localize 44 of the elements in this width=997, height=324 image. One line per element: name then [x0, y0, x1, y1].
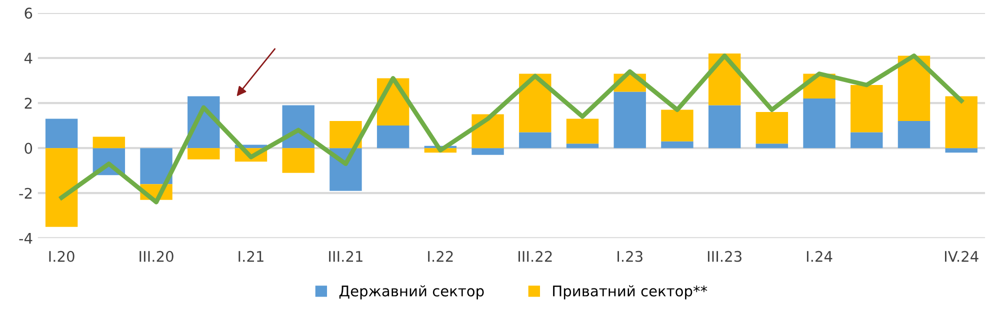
x-tick-label: III.23 [708, 250, 742, 262]
y-tick-label: 4 [24, 52, 32, 64]
bar [45, 148, 78, 227]
bar [92, 136, 126, 148]
y-tick-label: 0 [24, 142, 32, 154]
bar [566, 118, 599, 144]
x-tick-label: I.21 [238, 250, 264, 262]
x-tick-label: I.24 [806, 250, 832, 262]
bar [45, 118, 78, 148]
bar [661, 110, 694, 142]
y-tick-label: 2 [24, 98, 32, 109]
bar [661, 141, 694, 148]
bar [282, 148, 314, 173]
bar [472, 148, 504, 155]
x-tick-label: I.22 [428, 250, 453, 262]
legend-label: Державний сектор [339, 285, 484, 300]
bar [708, 105, 741, 148]
x-tick-label: III.22 [518, 250, 552, 262]
bar [519, 132, 552, 148]
bar [188, 148, 220, 160]
x-tick-label: I.23 [618, 250, 642, 262]
bar [898, 56, 930, 122]
bar [850, 85, 883, 132]
x-tick-label: III.20 [140, 250, 174, 262]
bar [756, 112, 788, 144]
bar [803, 98, 836, 148]
y-tick-label: 6 [24, 8, 32, 19]
x-tick-label: III.21 [329, 250, 362, 262]
bar [330, 121, 362, 148]
bar [566, 144, 599, 148]
bar [614, 92, 646, 148]
y-tick-label: -2 [19, 188, 32, 199]
bar [140, 148, 172, 184]
bar [945, 148, 978, 153]
x-tick-label: IV.24 [944, 250, 978, 262]
bar [850, 132, 883, 148]
legend-label: Приватний сектор** [553, 285, 708, 300]
bar [945, 96, 978, 148]
bar [898, 121, 930, 148]
y-tick-label: -4 [19, 233, 32, 244]
line-series [59, 54, 964, 204]
bar [376, 126, 410, 148]
x-tick-label: I.20 [49, 250, 74, 262]
bar [756, 144, 788, 148]
